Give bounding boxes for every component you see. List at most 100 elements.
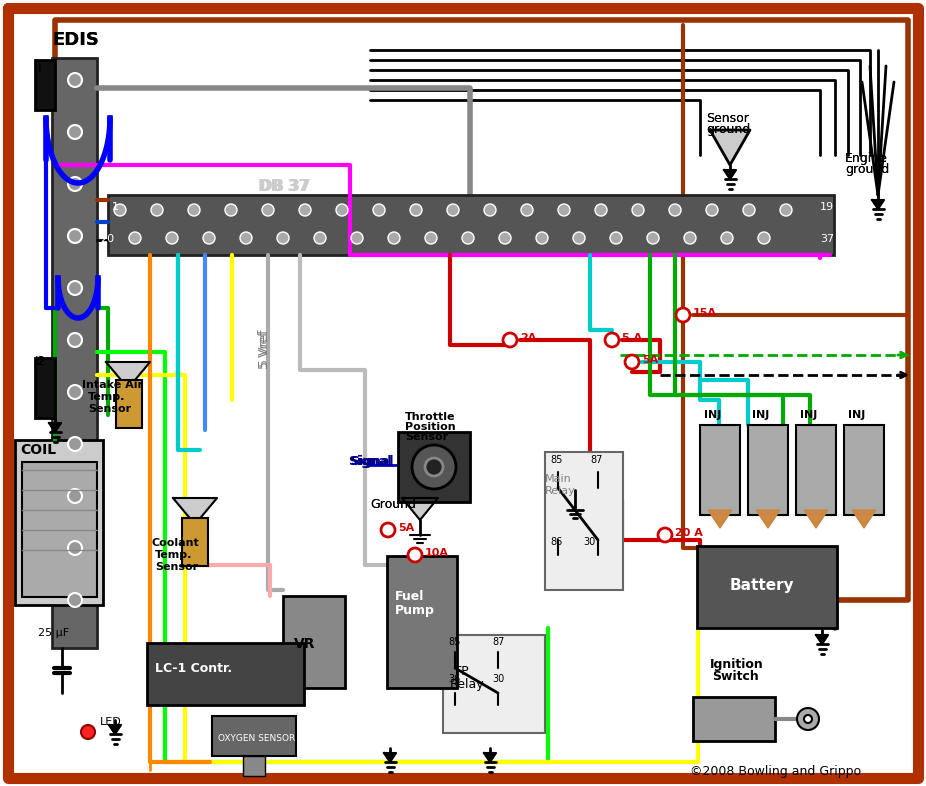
Text: Sensor: Sensor	[155, 562, 198, 572]
Bar	[398, 432, 470, 502]
Text: ground: ground	[845, 163, 889, 176]
Circle shape	[462, 232, 474, 244]
Text: Relay: Relay	[450, 678, 484, 691]
Text: 5A: 5A	[398, 523, 414, 533]
Text: Sensor: Sensor	[706, 112, 749, 125]
Circle shape	[68, 437, 82, 451]
Circle shape	[797, 708, 819, 730]
Text: 5 Vref: 5 Vref	[258, 329, 271, 367]
Bar	[35, 358, 55, 418]
Text: Sensor: Sensor	[88, 404, 131, 414]
Circle shape	[410, 204, 422, 216]
Text: ground: ground	[706, 123, 750, 136]
Circle shape	[676, 308, 690, 322]
Text: 87: 87	[492, 637, 505, 647]
Text: 86: 86	[550, 537, 562, 547]
Text: 20: 20	[100, 234, 114, 244]
Circle shape	[647, 232, 659, 244]
Polygon shape	[804, 510, 828, 528]
Text: VR: VR	[294, 637, 316, 651]
Bar	[693, 697, 775, 741]
Text: Ground: Ground	[370, 498, 416, 511]
Circle shape	[299, 204, 311, 216]
Text: LC-1 Contr.: LC-1 Contr.	[155, 662, 232, 675]
Text: Fuel: Fuel	[395, 590, 424, 603]
Circle shape	[129, 232, 141, 244]
Text: Battery: Battery	[730, 578, 795, 593]
Circle shape	[277, 232, 289, 244]
Polygon shape	[402, 498, 438, 520]
Circle shape	[68, 73, 82, 87]
Circle shape	[68, 333, 82, 347]
Circle shape	[262, 204, 274, 216]
Text: Engine: Engine	[845, 152, 888, 165]
Circle shape	[521, 204, 533, 216]
Text: Switch: Switch	[712, 670, 758, 683]
Text: Relay: Relay	[545, 486, 576, 496]
Text: DB 37: DB 37	[258, 179, 308, 194]
Circle shape	[632, 204, 644, 216]
Circle shape	[408, 548, 422, 562]
Text: Sensor: Sensor	[706, 112, 749, 125]
Circle shape	[499, 232, 511, 244]
Circle shape	[412, 445, 456, 489]
Polygon shape	[384, 753, 396, 762]
Circle shape	[225, 204, 237, 216]
Circle shape	[314, 232, 326, 244]
Text: 30: 30	[492, 674, 505, 684]
Bar	[700, 425, 740, 515]
Text: Ground: Ground	[370, 498, 416, 511]
Circle shape	[68, 489, 82, 503]
Polygon shape	[484, 753, 496, 762]
Circle shape	[605, 333, 619, 347]
Bar	[182, 518, 208, 566]
Text: 25 μF: 25 μF	[38, 628, 69, 638]
Text: INJ: INJ	[752, 410, 770, 420]
Bar	[748, 425, 788, 515]
Text: Intake Air: Intake Air	[82, 380, 143, 390]
Circle shape	[536, 232, 548, 244]
Circle shape	[166, 232, 178, 244]
Text: I2: I2	[35, 357, 45, 367]
Circle shape	[81, 725, 95, 739]
Bar	[844, 425, 884, 515]
Circle shape	[447, 204, 459, 216]
Text: I: I	[38, 62, 42, 75]
Circle shape	[68, 125, 82, 139]
Circle shape	[625, 355, 639, 369]
Circle shape	[484, 204, 496, 216]
Polygon shape	[109, 725, 121, 734]
Text: Signal: Signal	[348, 455, 392, 468]
Text: Engine: Engine	[845, 152, 888, 165]
Circle shape	[558, 204, 570, 216]
Bar	[108, 195, 834, 255]
Bar	[283, 596, 345, 688]
Text: Position: Position	[405, 422, 456, 432]
Text: INJ: INJ	[704, 410, 721, 420]
Bar	[387, 556, 457, 688]
Bar	[212, 716, 296, 756]
Circle shape	[68, 541, 82, 555]
Text: 10A: 10A	[425, 548, 449, 558]
Text: Signal: Signal	[350, 455, 394, 468]
Bar	[697, 546, 837, 628]
Circle shape	[684, 232, 696, 244]
Circle shape	[758, 232, 770, 244]
Text: Ignition: Ignition	[710, 658, 764, 671]
Bar	[243, 756, 265, 776]
Circle shape	[188, 204, 200, 216]
Text: 15A: 15A	[693, 308, 717, 318]
Text: 37: 37	[820, 234, 834, 244]
Circle shape	[240, 232, 252, 244]
Circle shape	[388, 232, 400, 244]
Text: ground: ground	[706, 123, 750, 136]
Circle shape	[595, 204, 607, 216]
Circle shape	[573, 232, 585, 244]
Text: I: I	[38, 64, 42, 74]
Circle shape	[114, 204, 126, 216]
Text: 19: 19	[820, 202, 834, 212]
Circle shape	[425, 232, 437, 244]
Text: ©2008 Bowling and Grippo: ©2008 Bowling and Grippo	[690, 765, 861, 778]
Text: EDIS: EDIS	[52, 31, 99, 49]
Circle shape	[780, 204, 792, 216]
